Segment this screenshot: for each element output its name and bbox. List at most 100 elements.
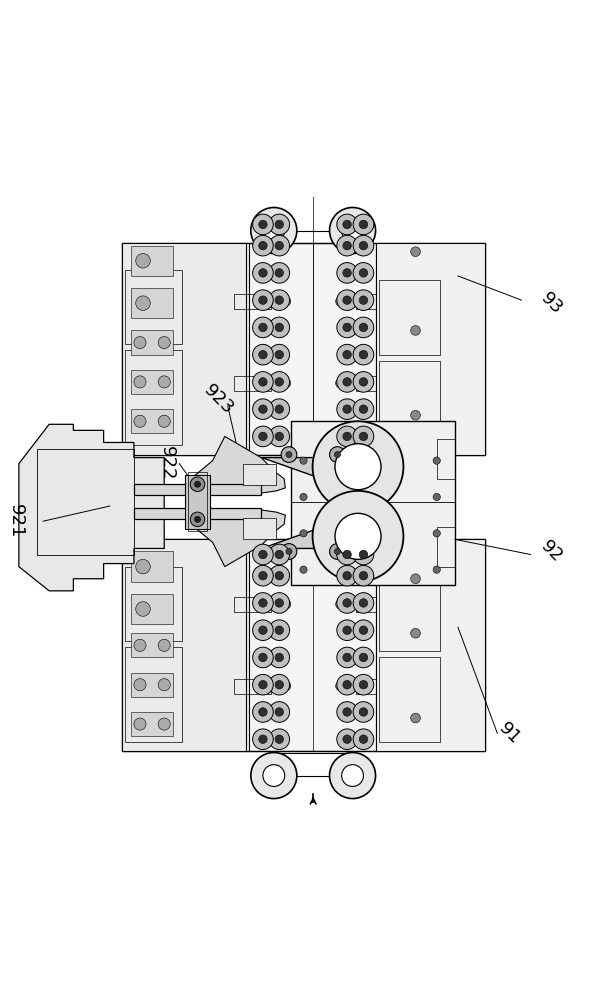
Circle shape bbox=[359, 432, 368, 441]
Circle shape bbox=[359, 405, 368, 413]
Circle shape bbox=[337, 344, 358, 365]
Circle shape bbox=[275, 378, 283, 386]
Bar bbox=[37, 449, 134, 555]
Circle shape bbox=[433, 566, 440, 573]
Circle shape bbox=[134, 336, 146, 349]
Circle shape bbox=[353, 399, 374, 419]
Circle shape bbox=[136, 254, 151, 268]
Bar bbox=[376, 243, 485, 455]
Circle shape bbox=[253, 593, 273, 613]
Circle shape bbox=[313, 491, 404, 582]
Circle shape bbox=[253, 372, 273, 392]
Bar bbox=[131, 551, 173, 582]
Circle shape bbox=[275, 680, 283, 689]
Circle shape bbox=[136, 559, 151, 574]
Bar bbox=[356, 294, 392, 309]
Circle shape bbox=[259, 571, 267, 580]
Circle shape bbox=[337, 372, 358, 392]
Circle shape bbox=[336, 297, 345, 306]
Bar bbox=[436, 439, 455, 479]
Circle shape bbox=[259, 405, 267, 413]
Circle shape bbox=[359, 241, 368, 250]
Circle shape bbox=[330, 753, 376, 799]
Bar bbox=[134, 484, 261, 495]
Bar bbox=[134, 508, 261, 519]
Circle shape bbox=[337, 263, 358, 283]
Circle shape bbox=[275, 323, 283, 332]
Circle shape bbox=[336, 599, 345, 609]
Circle shape bbox=[411, 326, 421, 335]
Circle shape bbox=[359, 550, 368, 559]
Circle shape bbox=[359, 708, 368, 716]
Circle shape bbox=[353, 620, 374, 641]
Circle shape bbox=[337, 593, 358, 613]
Circle shape bbox=[433, 493, 440, 501]
Circle shape bbox=[343, 269, 351, 277]
Circle shape bbox=[343, 626, 351, 634]
Circle shape bbox=[269, 647, 290, 668]
Bar bbox=[379, 657, 439, 742]
Bar bbox=[185, 475, 209, 529]
Circle shape bbox=[330, 207, 376, 254]
Bar bbox=[234, 376, 271, 391]
Circle shape bbox=[134, 639, 146, 651]
Text: 922: 922 bbox=[158, 446, 176, 481]
Circle shape bbox=[158, 718, 171, 730]
Circle shape bbox=[353, 344, 374, 365]
Bar bbox=[246, 243, 376, 455]
Circle shape bbox=[134, 376, 146, 388]
Circle shape bbox=[337, 214, 358, 235]
Circle shape bbox=[158, 679, 171, 691]
Circle shape bbox=[269, 593, 290, 613]
Bar bbox=[125, 647, 182, 742]
Circle shape bbox=[275, 296, 283, 304]
Circle shape bbox=[275, 405, 283, 413]
Circle shape bbox=[353, 565, 374, 586]
Circle shape bbox=[411, 410, 421, 420]
Circle shape bbox=[313, 421, 404, 512]
Circle shape bbox=[281, 681, 291, 691]
Text: 93: 93 bbox=[537, 289, 566, 318]
Circle shape bbox=[158, 415, 171, 427]
Polygon shape bbox=[185, 436, 285, 494]
Text: 921: 921 bbox=[7, 504, 25, 538]
Circle shape bbox=[269, 426, 290, 447]
Circle shape bbox=[343, 653, 351, 662]
Circle shape bbox=[259, 220, 267, 229]
Circle shape bbox=[259, 296, 267, 304]
Circle shape bbox=[343, 241, 351, 250]
Circle shape bbox=[359, 735, 368, 743]
Circle shape bbox=[411, 574, 421, 584]
Circle shape bbox=[336, 681, 345, 691]
Circle shape bbox=[158, 376, 171, 388]
Bar bbox=[379, 280, 439, 355]
Bar bbox=[125, 270, 182, 344]
Circle shape bbox=[337, 426, 358, 447]
Bar bbox=[356, 597, 392, 612]
Circle shape bbox=[353, 290, 374, 310]
Bar bbox=[234, 679, 271, 694]
Circle shape bbox=[275, 626, 283, 634]
Circle shape bbox=[343, 571, 351, 580]
Circle shape bbox=[253, 399, 273, 419]
Circle shape bbox=[343, 405, 351, 413]
Circle shape bbox=[359, 323, 368, 332]
Bar bbox=[131, 594, 173, 624]
Circle shape bbox=[275, 350, 283, 359]
Circle shape bbox=[253, 263, 273, 283]
Circle shape bbox=[330, 447, 345, 462]
Circle shape bbox=[263, 220, 285, 241]
Circle shape bbox=[275, 653, 283, 662]
Circle shape bbox=[259, 708, 267, 716]
Circle shape bbox=[335, 513, 381, 559]
Circle shape bbox=[259, 550, 267, 559]
Circle shape bbox=[300, 530, 307, 537]
Circle shape bbox=[353, 647, 374, 668]
Circle shape bbox=[286, 548, 292, 555]
Circle shape bbox=[337, 647, 358, 668]
Circle shape bbox=[300, 493, 307, 501]
Circle shape bbox=[259, 626, 267, 634]
Circle shape bbox=[433, 530, 440, 537]
Circle shape bbox=[275, 599, 283, 607]
Bar bbox=[122, 243, 249, 455]
